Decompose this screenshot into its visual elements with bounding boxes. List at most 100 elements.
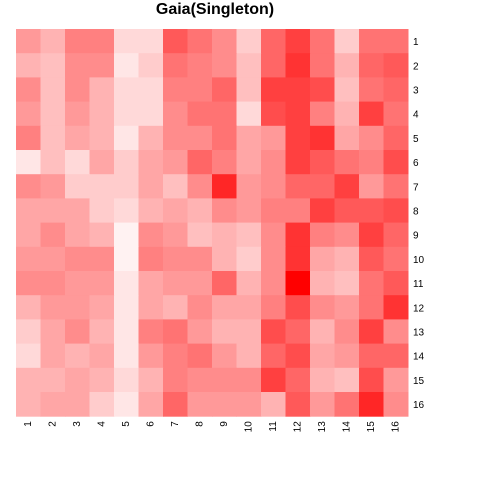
row-label: 1 [413, 37, 419, 48]
heatmap-cell-r2-c11 [261, 53, 286, 78]
chart-title: Gaia(Singleton) [156, 1, 274, 18]
heatmap-cell-r10-c13 [310, 246, 335, 272]
column-label: 7 [170, 421, 181, 427]
heatmap-cell-r8-c13 [310, 198, 335, 224]
heatmap-cell-r7-c14 [334, 174, 360, 199]
heatmap-cell-r1-c12 [285, 29, 311, 54]
heatmap-cell-r9-c4 [89, 222, 115, 248]
heatmap-cell-r13-c14 [334, 319, 360, 345]
heatmap-cell-r15-c12 [285, 367, 311, 393]
heatmap-cell-r5-c15 [359, 125, 384, 151]
heatmap-cell-r12-c15 [359, 295, 384, 320]
heatmap-cell-r16-c7 [163, 392, 188, 417]
heatmap-cell-r5-c3 [65, 125, 90, 151]
heatmap-cell-r2-c16 [383, 53, 409, 78]
heatmap-cell-r12-c12 [285, 295, 311, 320]
row-label: 2 [413, 61, 419, 72]
column-label: 9 [219, 421, 230, 427]
heatmap-cell-r11-c10 [236, 271, 262, 296]
heatmap-cell-r12-c10 [236, 295, 262, 320]
heatmap-cell-r7-c5 [114, 174, 139, 199]
heatmap-cell-r15-c2 [40, 367, 66, 393]
row-label: 9 [413, 231, 419, 242]
heatmap-cell-r15-c10 [236, 367, 262, 393]
column-label: 8 [195, 421, 206, 427]
heatmap-cell-r7-c9 [212, 174, 237, 199]
heatmap-cell-r14-c12 [285, 343, 311, 369]
heatmap-cell-r9-c2 [40, 222, 66, 248]
heatmap-cell-r14-c15 [359, 343, 384, 369]
heatmap-cell-r9-c1 [16, 222, 41, 248]
heatmap-cell-r6-c2 [40, 150, 66, 175]
heatmap-cell-r14-c11 [261, 343, 286, 369]
heatmap-cell-r3-c16 [383, 77, 409, 103]
heatmap-cell-r1-c2 [40, 29, 66, 54]
row-label: 10 [413, 255, 425, 266]
heatmap-cell-r9-c10 [236, 222, 262, 248]
heatmap-cell-r12-c7 [163, 295, 188, 320]
heatmap-cell-r4-c11 [261, 101, 286, 127]
heatmap-cell-r14-c13 [310, 343, 335, 369]
heatmap-cell-r11-c7 [163, 271, 188, 296]
heatmap-cell-r9-c8 [187, 222, 213, 248]
heatmap-cell-r3-c8 [187, 77, 213, 103]
heatmap-cell-r16-c4 [89, 392, 115, 417]
heatmap-cell-r10-c16 [383, 246, 409, 272]
heatmap-cell-r5-c5 [114, 125, 139, 151]
heatmap-cell-r1-c8 [187, 29, 213, 54]
heatmap-cell-r15-c4 [89, 367, 115, 393]
heatmap-cell-r9-c7 [163, 222, 188, 248]
column-label: 13 [317, 421, 328, 433]
heatmap-cell-r4-c4 [89, 101, 115, 127]
heatmap-cell-r5-c11 [261, 125, 286, 151]
heatmap-cell-r10-c8 [187, 246, 213, 272]
row-label: 3 [413, 86, 419, 97]
heatmap-cell-r14-c1 [16, 343, 41, 369]
heatmap-cell-r3-c12 [285, 77, 311, 103]
heatmap-cell-r11-c8 [187, 271, 213, 296]
heatmap-cell-r6-c9 [212, 150, 237, 175]
row-label: 8 [413, 207, 419, 218]
heatmap-cell-r13-c9 [212, 319, 237, 345]
heatmap-cell-r12-c5 [114, 295, 139, 320]
heatmap-cell-r15-c1 [16, 367, 41, 393]
heatmap-cell-r14-c5 [114, 343, 139, 369]
heatmap-cell-r11-c13 [310, 271, 335, 296]
row-label: 5 [413, 134, 419, 145]
heatmap-cell-r12-c14 [334, 295, 360, 320]
heatmap-cell-r1-c7 [163, 29, 188, 54]
heatmap-cell-r2-c9 [212, 53, 237, 78]
heatmap-cell-r11-c4 [89, 271, 115, 296]
heatmap-cell-r16-c3 [65, 392, 90, 417]
column-label: 1 [23, 421, 34, 427]
heatmap-cell-r16-c15 [359, 392, 384, 417]
heatmap-cell-r2-c2 [40, 53, 66, 78]
heatmap-cell-r11-c5 [114, 271, 139, 296]
heatmap-cell-r13-c3 [65, 319, 90, 345]
heatmap-cell-r11-c12 [285, 271, 311, 296]
heatmap-cell-r8-c11 [261, 198, 286, 224]
heatmap-cell-r6-c14 [334, 150, 360, 175]
heatmap-cell-r4-c13 [310, 101, 335, 127]
heatmap-cell-r16-c11 [261, 392, 286, 417]
heatmap-cell-r8-c12 [285, 198, 311, 224]
heatmap-cell-r3-c15 [359, 77, 384, 103]
heatmap-cell-r12-c13 [310, 295, 335, 320]
heatmap-cell-r2-c14 [334, 53, 360, 78]
heatmap-cell-r13-c12 [285, 319, 311, 345]
heatmap-cell-r8-c15 [359, 198, 384, 224]
heatmap-cell-r6-c7 [163, 150, 188, 175]
heatmap-cell-r13-c4 [89, 319, 115, 345]
heatmap-cell-r15-c9 [212, 367, 237, 393]
heatmap-cell-r12-c4 [89, 295, 115, 320]
heatmap-cell-r6-c13 [310, 150, 335, 175]
heatmap-cell-r1-c14 [334, 29, 360, 54]
heatmap-cell-r3-c10 [236, 77, 262, 103]
row-label: 6 [413, 158, 419, 169]
heatmap-cell-r6-c11 [261, 150, 286, 175]
heatmap-cell-r7-c7 [163, 174, 188, 199]
heatmap-cell-r1-c5 [114, 29, 139, 54]
heatmap-cell-r2-c6 [138, 53, 164, 78]
heatmap-cell-r3-c14 [334, 77, 360, 103]
heatmap-cell-r4-c2 [40, 101, 66, 127]
